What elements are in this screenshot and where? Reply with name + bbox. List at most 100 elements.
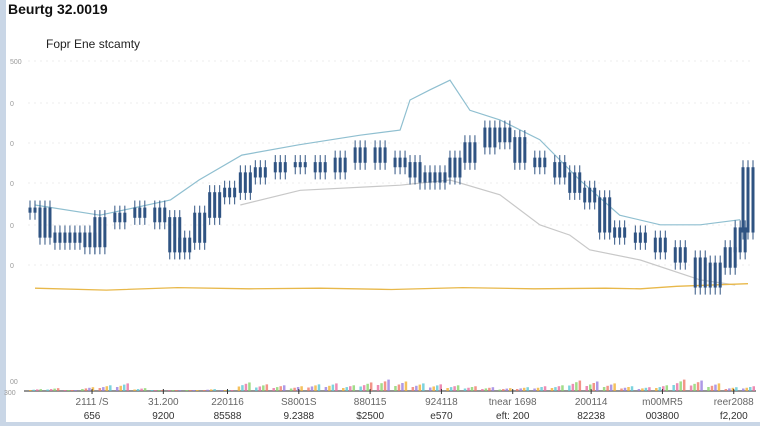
candle-body [233, 187, 237, 198]
volume-bar [345, 387, 349, 391]
volume-bar [81, 389, 84, 391]
candle-body [113, 212, 117, 223]
volume-bar [404, 381, 408, 391]
y-tick-label: 00 [10, 379, 18, 386]
volume-bar [561, 385, 564, 391]
candle-body [323, 162, 327, 173]
volume-bar [693, 383, 696, 391]
candle-body [73, 232, 77, 243]
candle-body [618, 227, 622, 238]
volume-bar [522, 387, 526, 391]
volume-bar [575, 382, 578, 391]
candle-body [333, 157, 337, 173]
volume-bar [742, 388, 745, 391]
candle-body [638, 232, 642, 243]
volume-bar [700, 380, 703, 391]
candle-body [143, 207, 147, 218]
volume-bar [731, 387, 735, 391]
candle-body [718, 262, 722, 288]
candle-body [273, 162, 277, 173]
volume-bar [258, 386, 262, 391]
volume-bar [328, 385, 331, 391]
volume-bar [314, 385, 317, 391]
volume-bar [606, 385, 609, 391]
candle-body [663, 237, 667, 253]
volume-bar [550, 388, 554, 391]
volume-bar [67, 390, 70, 391]
volume-bar [342, 388, 345, 391]
volume-bar [592, 383, 595, 391]
candle-body [653, 237, 657, 253]
candle-body [93, 217, 97, 248]
candle-body [208, 192, 212, 218]
volume-bar [707, 387, 710, 391]
volume-bar [237, 386, 241, 391]
volume-bar [122, 384, 126, 391]
candle-body [118, 212, 122, 223]
chart-title: Beurtg 32.0019 [8, 1, 108, 17]
volume-bar [463, 388, 467, 391]
candle-body [543, 157, 547, 168]
candle-body [488, 127, 492, 148]
x-tick-label: S8001S [281, 397, 317, 408]
candle-body [78, 232, 82, 243]
candle-body [48, 207, 52, 238]
volume-bar [568, 385, 571, 391]
volume-bar [623, 387, 627, 391]
candle-body [58, 232, 62, 243]
volume-bar [241, 385, 244, 391]
candle-body [258, 167, 262, 178]
candle-body [723, 247, 727, 268]
volume-bar [745, 387, 748, 391]
candle-body [568, 172, 572, 193]
y-tick-label: 0 [10, 223, 14, 230]
volume-bar [595, 381, 599, 391]
candle-body [298, 162, 302, 168]
candle-body [53, 232, 57, 243]
volume-bar [202, 390, 206, 391]
candle-body [698, 257, 702, 288]
volume-bar [609, 384, 613, 391]
candle-body [633, 232, 637, 243]
candle-body [493, 127, 497, 148]
x-tick-sublabel: $2500 [356, 411, 384, 422]
volume-bar [578, 380, 582, 391]
volume-bar [255, 387, 258, 391]
candle-body [363, 147, 367, 163]
volume-bar [453, 386, 456, 391]
volume-bar [655, 388, 658, 391]
candle-body [318, 162, 322, 173]
candle-body [583, 187, 587, 203]
candle-body [751, 167, 755, 233]
volume-bar [248, 382, 251, 391]
candle-body [508, 127, 512, 143]
volume-bar [689, 385, 693, 391]
candle-body [228, 187, 232, 198]
candle-body [183, 237, 187, 253]
volume-bar [178, 390, 182, 391]
volume-bar [380, 383, 383, 391]
volume-bar [498, 389, 502, 391]
x-tick-sublabel: e570 [430, 411, 453, 422]
volume-bar [752, 386, 755, 391]
volume-bar [56, 388, 60, 391]
volume-bar [279, 386, 282, 391]
candle-body [473, 142, 477, 163]
candle-body [678, 247, 682, 263]
volume-bar [300, 386, 303, 391]
volume-bar [644, 387, 648, 391]
volume-bar [467, 387, 470, 391]
candle-body [378, 147, 382, 163]
candle-body [458, 157, 462, 178]
volume-bar [613, 383, 616, 391]
x-tick-label: 924118 [425, 397, 458, 408]
candle-body [746, 167, 750, 233]
volume-bar [171, 390, 175, 391]
candle-body [418, 172, 422, 183]
volume-bar [672, 385, 675, 391]
volume-bar [505, 388, 509, 391]
candle-body [153, 207, 157, 223]
volume-bar [728, 388, 731, 391]
candle-body [103, 217, 107, 248]
